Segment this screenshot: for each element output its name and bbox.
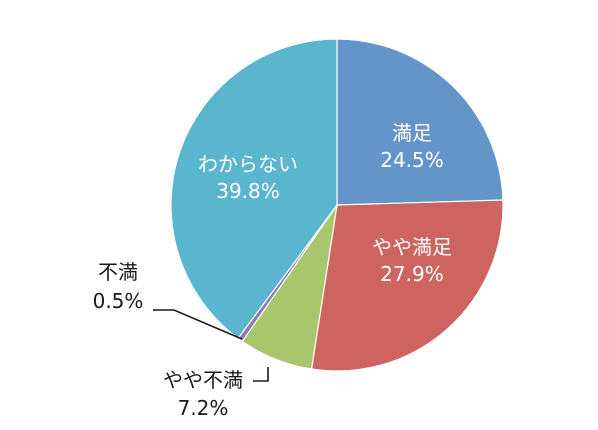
slice-value-manzoku: 24.5% [380,148,444,172]
leader-line-fuman [153,309,243,340]
slice-wakaranai [170,38,338,340]
slice-value-fuman: 0.5% [93,289,144,313]
slice-label-manzoku: 満足 [392,121,432,145]
slice-value-yaya-fuman: 7.2% [178,396,229,420]
pie-slices [170,38,504,372]
slice-label-fuman: 不満 [98,260,138,284]
slice-manzoku [336,38,504,206]
slice-label-yaya-fuman: やや不満 [163,368,243,392]
slice-value-wakaranai: 39.8% [216,179,280,203]
leader-line-yaya-fuman [253,367,269,382]
slice-label-yaya-manzoku: やや満足 [372,235,452,259]
slice-value-yaya-manzoku: 27.9% [380,262,444,286]
slice-yaya-manzoku [310,199,504,372]
slice-label-wakaranai: わからない [198,152,298,176]
